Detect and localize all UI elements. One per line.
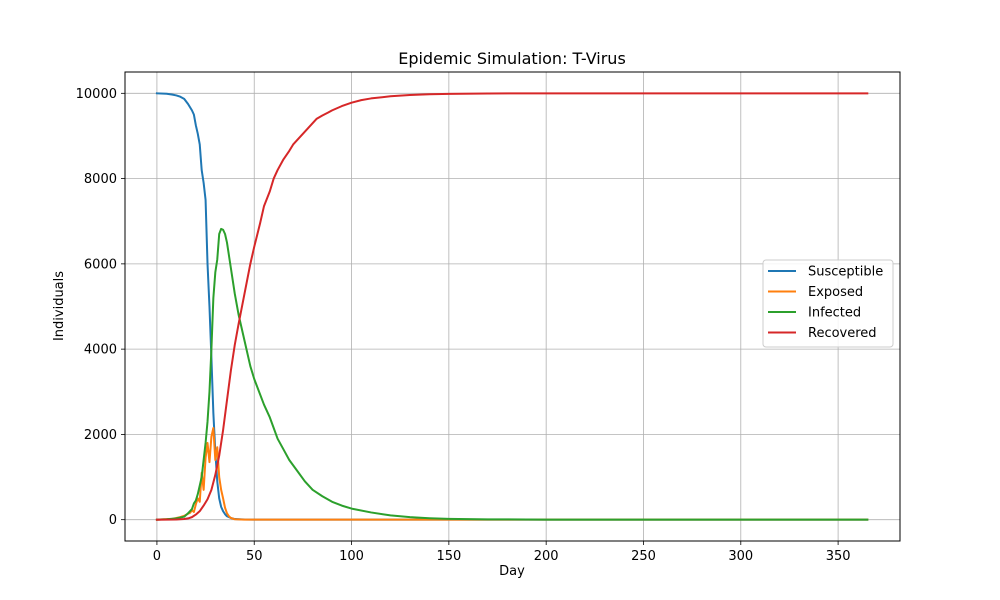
y-tick-label: 0 [109, 513, 117, 528]
x-tick-label: 300 [728, 549, 753, 564]
legend-label-infected: Infected [808, 306, 861, 321]
x-tick-label: 150 [436, 549, 461, 564]
x-tick-label: 0 [153, 549, 161, 564]
x-tick-label: 200 [534, 549, 559, 564]
legend-box [762, 259, 894, 348]
legend-label-exposed: Exposed [808, 285, 863, 300]
y-axis-label: Individuals [52, 271, 67, 341]
plot-frame [124, 71, 901, 542]
y-tick-label: 4000 [84, 343, 117, 358]
series-line-infected [155, 227, 869, 521]
x-tick-label: 250 [631, 549, 656, 564]
x-axis-ticks: 0 50 100 150 200 250 300 350 [153, 541, 851, 564]
legend: Susceptible Exposed Infected Recovered [762, 259, 894, 348]
x-tick-label: 100 [339, 549, 364, 564]
series-lines [155, 92, 869, 521]
series-line-recovered [155, 92, 869, 521]
y-tick-label: 10000 [76, 87, 117, 102]
y-tick-label: 2000 [84, 428, 117, 443]
series-line-susceptible [155, 92, 869, 521]
chart-title: Epidemic Simulation: T-Virus [398, 49, 626, 68]
x-tick-label: 350 [826, 549, 851, 564]
x-axis-label: Day [499, 564, 525, 579]
y-tick-label: 6000 [84, 257, 117, 272]
y-tick-label: 8000 [84, 172, 117, 187]
legend-label-recovered: Recovered [808, 326, 877, 341]
x-tick-label: 50 [246, 549, 263, 564]
y-axis-ticks: 0 2000 4000 6000 8000 10000 [76, 87, 125, 528]
legend-label-susceptible: Susceptible [808, 265, 883, 280]
